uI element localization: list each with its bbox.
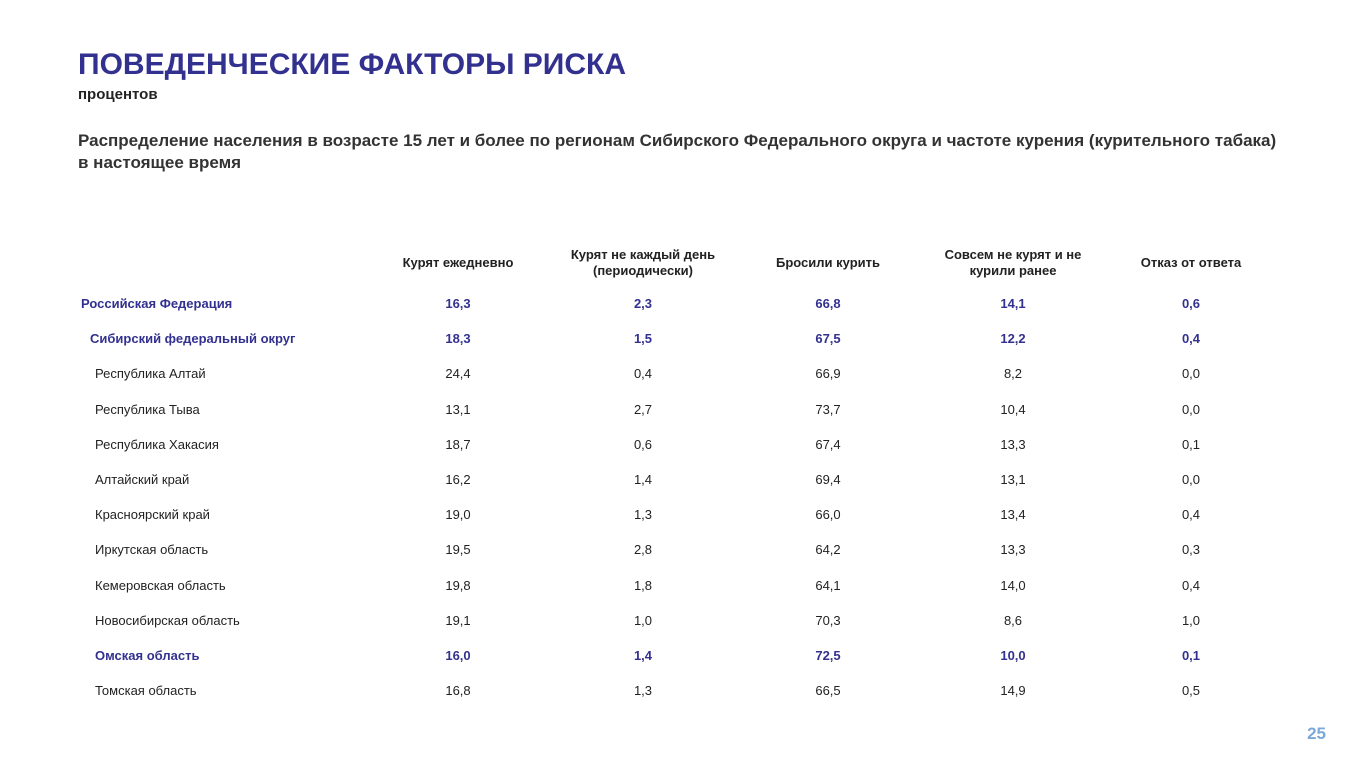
cell-value: 66,8 [815, 296, 841, 312]
cell-value: 2,8 [633, 542, 653, 558]
table-row: Кемеровская область 19,8 1,8 64,1 14,0 0,4 [78, 568, 1274, 603]
region-name: Республика Алтай [95, 366, 206, 382]
cell-value: 16,2 [445, 472, 471, 488]
header-never: Совсем не курят и не курили ранее [944, 247, 1082, 278]
region-name: Томская область [95, 683, 197, 699]
cell-value: 14,1 [1000, 296, 1026, 312]
cell-value: 67,4 [815, 436, 841, 452]
page-title: ПОВЕДЕНЧЕСКИЕ ФАКТОРЫ РИСКА [78, 48, 627, 81]
cell-value: 13,3 [1000, 436, 1026, 452]
cell-value: 72,5 [815, 647, 841, 663]
region-name: Кемеровская область [95, 577, 226, 593]
cell-value: 73,7 [815, 401, 841, 417]
header-region [78, 240, 368, 286]
cell-value: 0,5 [1181, 683, 1201, 699]
header-daily: Курят ежедневно [402, 255, 514, 270]
cell-value: 16,0 [445, 647, 471, 663]
cell-value: 14,9 [1000, 683, 1026, 699]
cell-value: 1,0 [1181, 612, 1201, 628]
cell-value: 13,3 [1000, 542, 1026, 558]
cell-value: 1,4 [633, 472, 653, 488]
table-row: Красноярский край 19,0 1,3 66,0 13,4 0,4 [78, 497, 1274, 532]
cell-value: 16,8 [445, 683, 471, 699]
cell-value: 0,6 [1181, 296, 1201, 312]
cell-value: 0,0 [1181, 472, 1201, 488]
cell-value: 1,4 [633, 647, 653, 663]
cell-value: 1,3 [633, 683, 653, 699]
table-row: Алтайский край 16,2 1,4 69,4 13,1 0,0 [78, 462, 1274, 497]
cell-value: 14,0 [1000, 577, 1026, 593]
cell-value: 13,4 [1000, 507, 1026, 523]
cell-value: 10,0 [1000, 647, 1026, 663]
cell-value: 19,0 [445, 507, 471, 523]
cell-value: 1,3 [633, 507, 653, 523]
cell-value: 19,8 [445, 577, 471, 593]
cell-value: 18,3 [445, 331, 471, 347]
cell-value: 0,6 [633, 436, 653, 452]
cell-value: 19,1 [445, 612, 471, 628]
cell-value: 24,4 [445, 366, 471, 382]
region-name: Красноярский край [95, 507, 210, 523]
cell-value: 67,5 [815, 331, 841, 347]
smoking-table: Курят ежедневно Курят не каждый день (пе… [78, 240, 1274, 708]
table-header-row: Курят ежедневно Курят не каждый день (пе… [78, 240, 1274, 286]
table-row: Республика Хакасия 18,7 0,6 67,4 13,3 0,1 [78, 427, 1274, 462]
region-name: Российская Федерация [81, 296, 233, 312]
table-row: Сибирский федеральный округ 18,3 1,5 67,5 12… [78, 321, 1274, 356]
cell-value: 0,4 [1181, 331, 1201, 347]
header-quit: Бросили курить [776, 255, 880, 270]
cell-value: 1,5 [633, 331, 653, 347]
region-name: Алтайский край [95, 472, 190, 488]
cell-value: 1,8 [633, 577, 653, 593]
cell-value: 2,3 [633, 296, 653, 312]
cell-value: 13,1 [1000, 472, 1026, 488]
cell-value: 0,3 [1181, 542, 1201, 558]
region-name: Сибирский федеральный округ [90, 331, 296, 347]
table-description: Распределение населения в возрасте 15 ле… [78, 131, 1277, 172]
table-row: Омская область 16,0 1,4 72,5 10,0 0,1 [78, 638, 1274, 673]
cell-value: 1,0 [633, 612, 653, 628]
cell-value: 16,3 [445, 296, 471, 312]
cell-value: 0,1 [1181, 436, 1201, 452]
table-row: Иркутская область 19,5 2,8 64,2 13,3 0,3 [78, 532, 1274, 567]
table-row: Новосибирская область 19,1 1,0 70,3 8,6 1,0 [78, 603, 1274, 638]
table-body: Российская Федерация 16,3 2,3 66,8 14,1 0,6 Си… [78, 286, 1274, 708]
units-subtitle: процентов [78, 86, 158, 103]
page-number: 25 [1307, 724, 1326, 743]
cell-value: 0,1 [1181, 647, 1201, 663]
table-row: Томская область 16,8 1,3 66,5 14,9 0,5 [78, 673, 1274, 708]
cell-value: 69,4 [815, 472, 841, 488]
cell-value: 2,7 [633, 401, 653, 417]
table-row: Республика Алтай 24,4 0,4 66,9 8,2 0,0 [78, 356, 1274, 391]
cell-value: 12,2 [1000, 331, 1026, 347]
cell-value: 66,0 [815, 507, 841, 523]
cell-value: 0,4 [1181, 507, 1201, 523]
cell-value: 0,0 [1181, 366, 1201, 382]
cell-value: 0,4 [1181, 577, 1201, 593]
table-row: Республика Тыва 13,1 2,7 73,7 10,4 0,0 [78, 392, 1274, 427]
cell-value: 18,7 [445, 436, 471, 452]
cell-value: 66,9 [815, 366, 841, 382]
cell-value: 70,3 [815, 612, 841, 628]
cell-value: 8,2 [1003, 366, 1023, 382]
cell-value: 64,2 [815, 542, 841, 558]
region-name: Омская область [95, 647, 200, 663]
table-row: Российская Федерация 16,3 2,3 66,8 14,1 0,6 [78, 286, 1274, 321]
cell-value: 10,4 [1000, 401, 1026, 417]
cell-value: 0,0 [1181, 401, 1201, 417]
cell-value: 64,1 [815, 577, 841, 593]
cell-value: 66,5 [815, 683, 841, 699]
cell-value: 0,4 [633, 366, 653, 382]
region-name: Республика Тыва [95, 401, 200, 417]
header-periodic: Курят не каждый день (периодически) [570, 247, 716, 278]
header-refused: Отказ от ответа [1140, 255, 1242, 270]
cell-value: 19,5 [445, 542, 471, 558]
region-name: Новосибирская область [95, 612, 240, 628]
cell-value: 13,1 [445, 401, 471, 417]
region-name: Иркутская область [95, 542, 209, 558]
cell-value: 8,6 [1003, 612, 1023, 628]
region-name: Республика Хакасия [95, 436, 219, 452]
